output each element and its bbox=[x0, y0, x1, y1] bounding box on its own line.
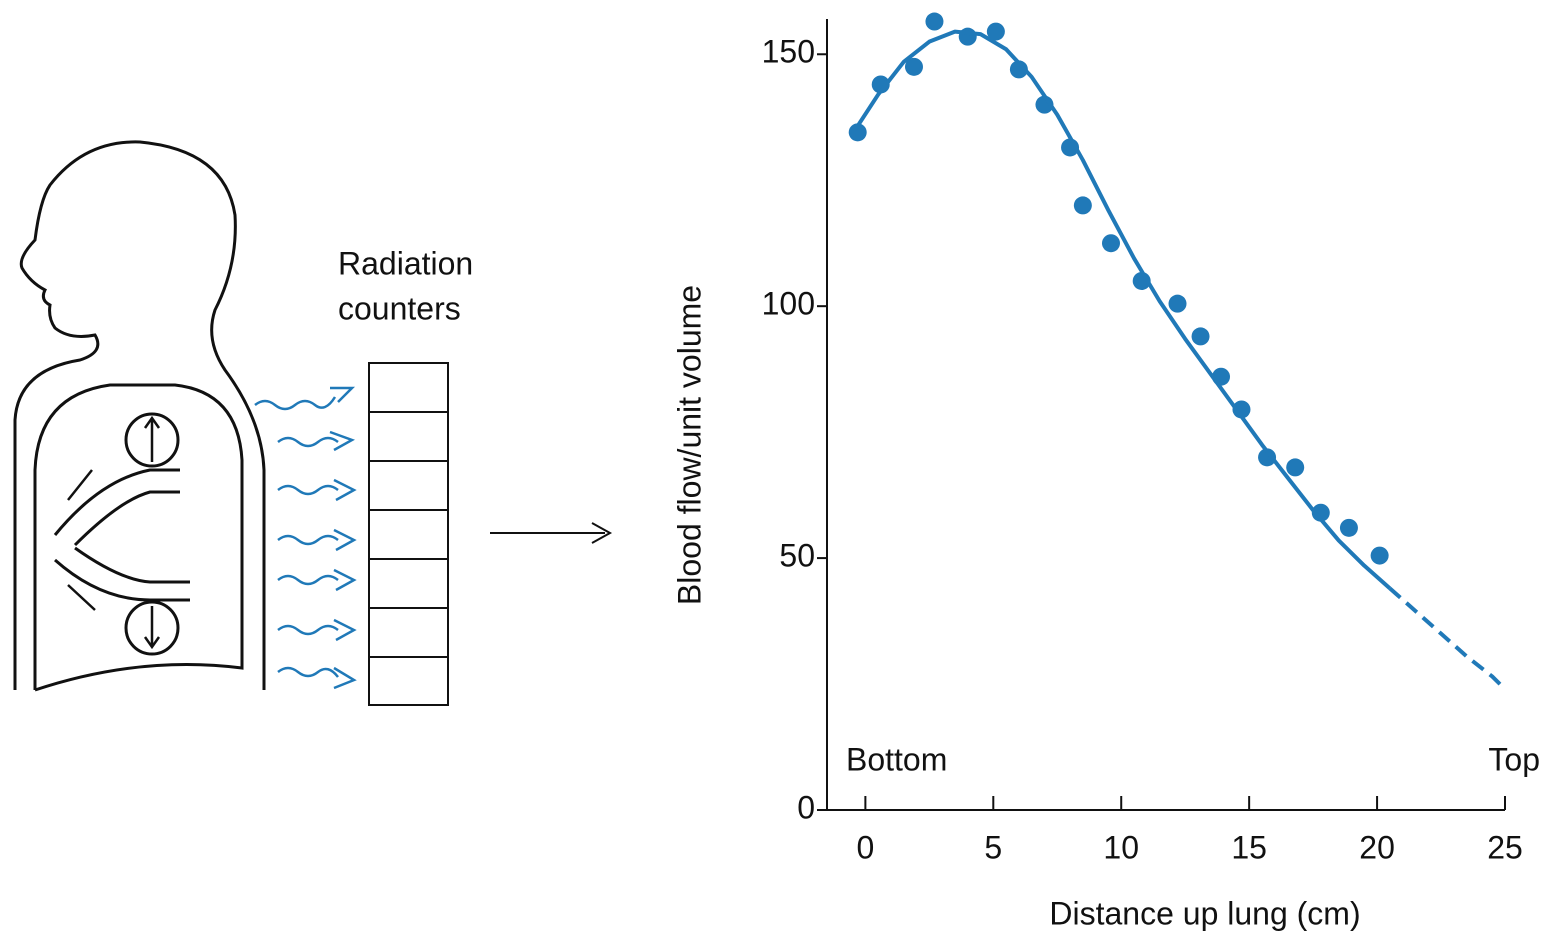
x-tick-label: 15 bbox=[1231, 829, 1267, 865]
data-point bbox=[1101, 234, 1120, 253]
y-axis-label: Blood flow/unit volume bbox=[671, 285, 707, 605]
counter-label: counters bbox=[338, 290, 461, 326]
data-point bbox=[1073, 196, 1092, 215]
flow-arrow bbox=[490, 522, 613, 544]
data-point bbox=[871, 75, 890, 94]
data-point bbox=[848, 123, 867, 142]
data-point bbox=[1286, 458, 1305, 477]
data-point bbox=[1009, 60, 1028, 79]
data-point bbox=[904, 57, 923, 76]
annotation: Bottom bbox=[846, 741, 947, 777]
body-outline bbox=[13, 140, 266, 690]
annotation: Top bbox=[1488, 741, 1540, 777]
fit-line-extrapolated bbox=[1388, 586, 1507, 691]
airway bbox=[53, 468, 190, 602]
lungs bbox=[33, 383, 244, 692]
fit-line bbox=[853, 29, 1392, 590]
x-tick-label: 5 bbox=[984, 829, 1002, 865]
y-tick-label: 0 bbox=[797, 789, 815, 825]
data-point bbox=[1191, 327, 1210, 346]
data-point bbox=[925, 12, 944, 31]
x-tick-label: 0 bbox=[856, 829, 874, 865]
data-point bbox=[1339, 518, 1358, 537]
data-point bbox=[986, 22, 1005, 41]
arrows bbox=[67, 415, 161, 650]
y-tick-label: 50 bbox=[779, 538, 815, 574]
x-tick-label: 20 bbox=[1359, 829, 1395, 865]
x-axis-label: Distance up lung (cm) bbox=[1049, 895, 1360, 931]
y-tick-label: 100 bbox=[762, 286, 815, 322]
data-point bbox=[1232, 400, 1251, 419]
x-tick-label: 25 bbox=[1487, 829, 1523, 865]
y-tick-label: 150 bbox=[762, 34, 815, 70]
data-point bbox=[1258, 448, 1277, 467]
counter-label: Radiation bbox=[338, 245, 473, 281]
counters bbox=[368, 362, 449, 706]
data-point bbox=[1311, 503, 1330, 522]
alveolus bbox=[124, 412, 180, 468]
diagram: Radiation counters bbox=[13, 140, 613, 706]
data-point bbox=[1370, 546, 1389, 565]
data-point bbox=[1168, 294, 1187, 313]
x-tick-label: 10 bbox=[1103, 829, 1139, 865]
radiation-waves bbox=[254, 386, 357, 690]
alveolus bbox=[124, 600, 180, 656]
